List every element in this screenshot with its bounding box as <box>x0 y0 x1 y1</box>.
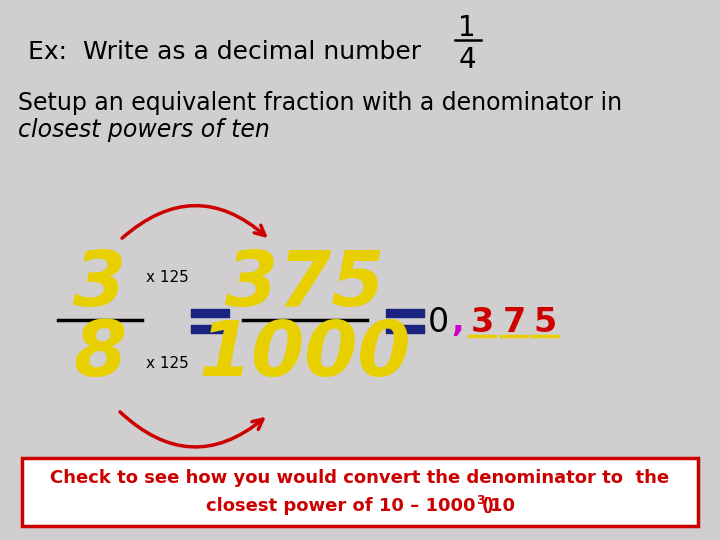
Text: 5: 5 <box>534 306 557 339</box>
Text: Ex:  Write as a decimal number: Ex: Write as a decimal number <box>28 40 421 64</box>
Text: 1000: 1000 <box>199 318 411 392</box>
Text: Setup an equivalent fraction with a denominator in: Setup an equivalent fraction with a deno… <box>18 91 622 115</box>
Text: closest powers of ten: closest powers of ten <box>18 118 270 142</box>
Text: 3: 3 <box>470 306 494 339</box>
Text: 4: 4 <box>458 46 476 74</box>
FancyBboxPatch shape <box>22 458 698 526</box>
Text: 8: 8 <box>73 318 127 392</box>
Text: 3: 3 <box>73 248 127 322</box>
Text: 3: 3 <box>477 494 485 507</box>
Text: closest power of 10 – 1000 (10: closest power of 10 – 1000 (10 <box>205 497 515 515</box>
Text: 0: 0 <box>428 306 449 339</box>
Text: ).: ). <box>485 497 500 515</box>
Text: 7: 7 <box>503 306 526 339</box>
Text: 375: 375 <box>225 248 384 322</box>
FancyArrowPatch shape <box>120 412 263 447</box>
Text: Check to see how you would convert the denominator to  the: Check to see how you would convert the d… <box>50 469 670 487</box>
Text: ,: , <box>451 306 464 339</box>
FancyArrowPatch shape <box>122 206 265 238</box>
Text: 1: 1 <box>458 14 476 42</box>
Text: x 125: x 125 <box>146 269 189 285</box>
Text: x 125: x 125 <box>146 355 189 370</box>
